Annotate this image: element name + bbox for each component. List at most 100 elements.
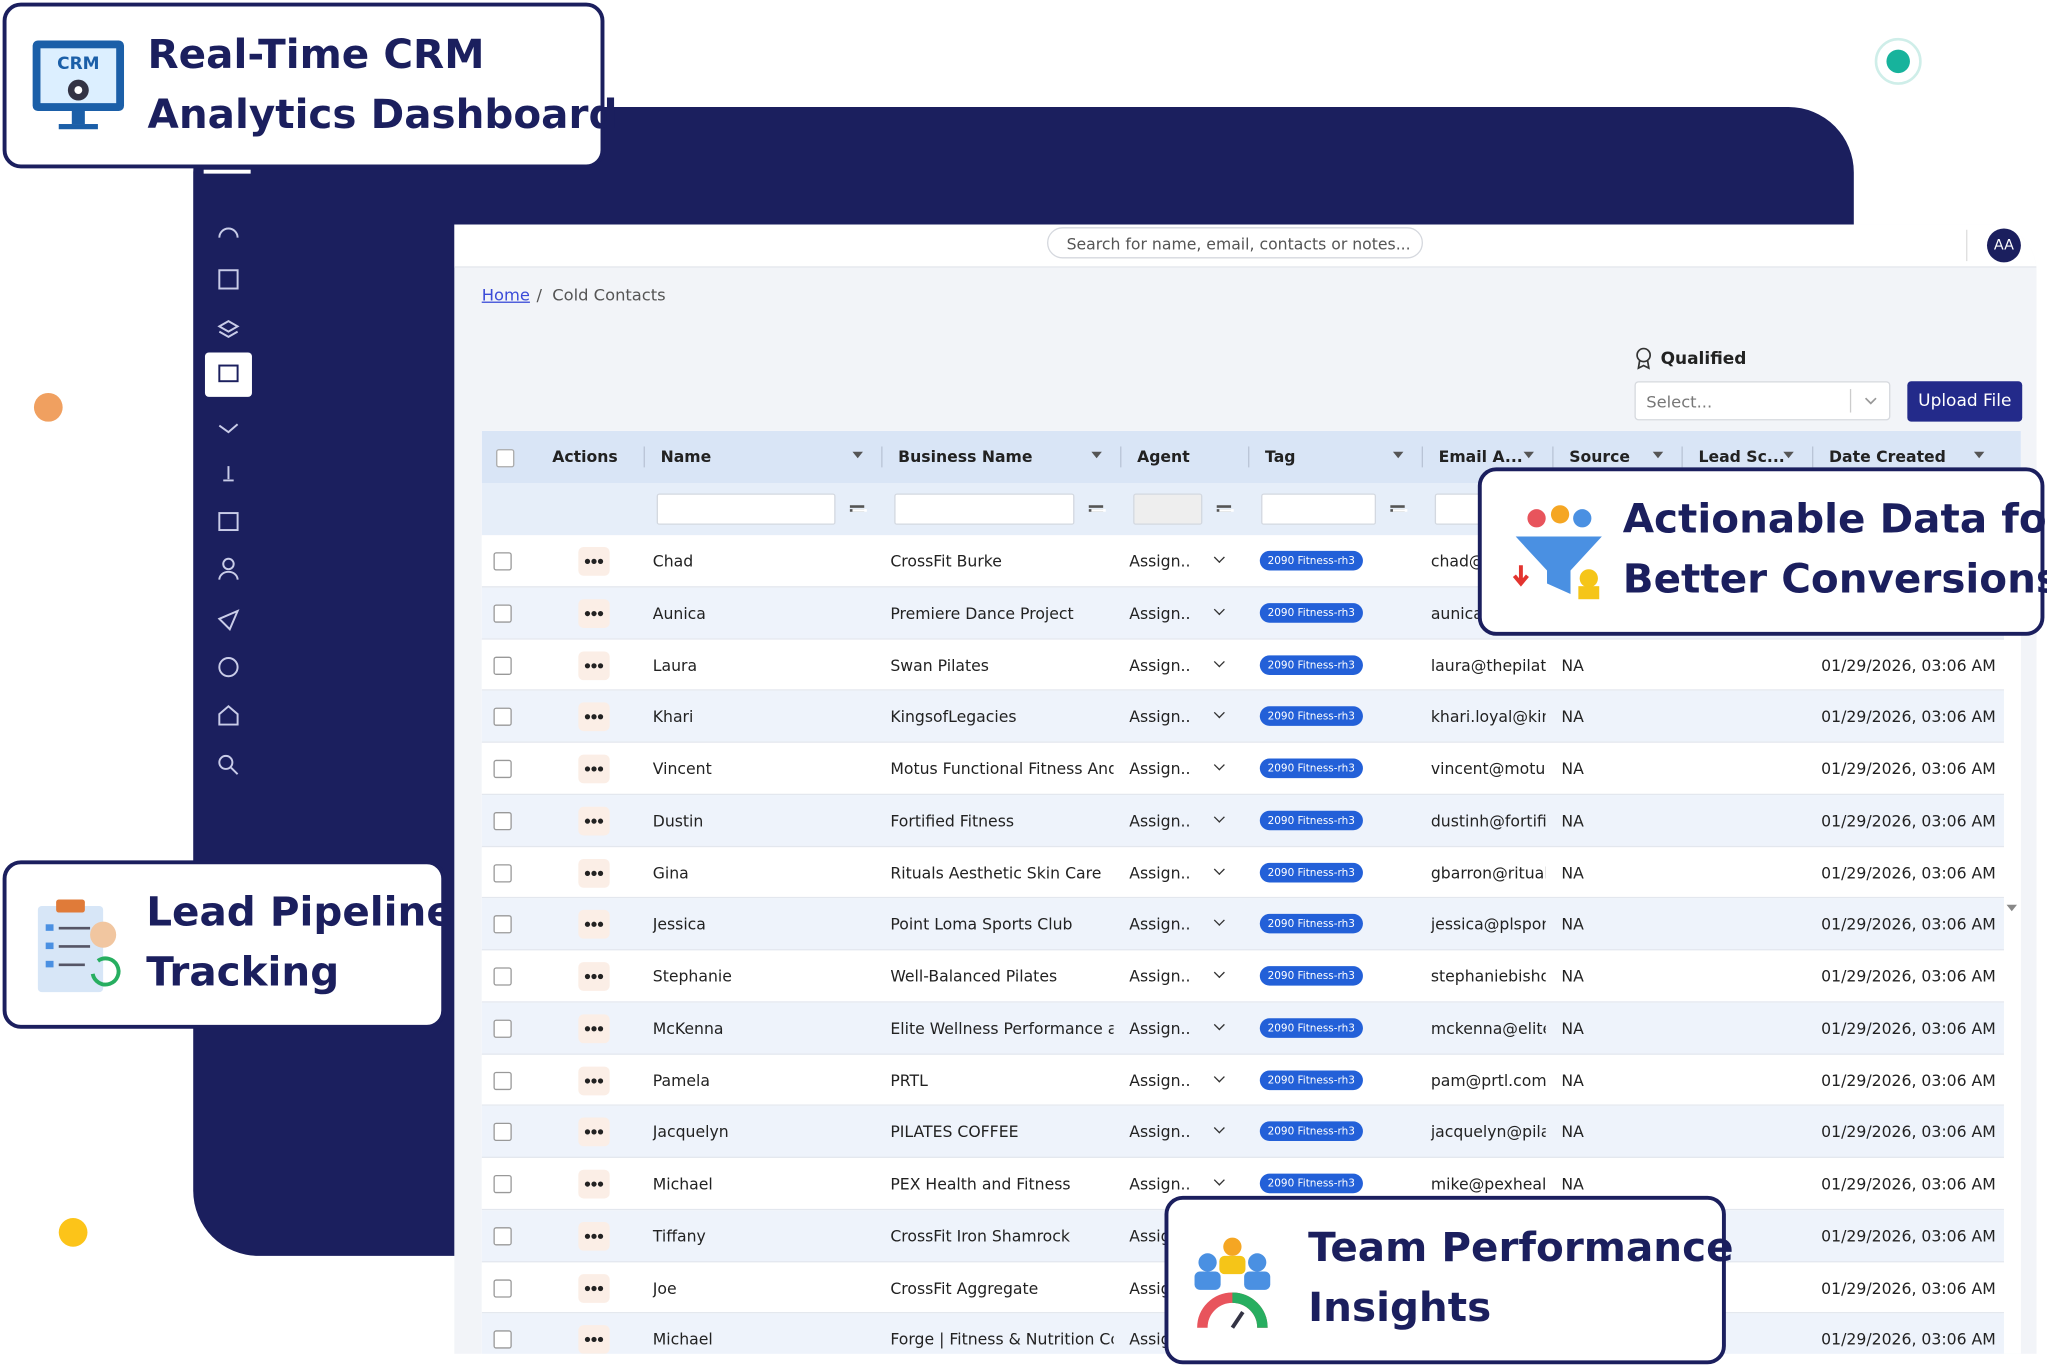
row-checkbox[interactable] bbox=[493, 967, 512, 986]
deco-dot bbox=[1886, 49, 1910, 74]
callout-text: Tracking bbox=[146, 949, 340, 997]
filter-icon[interactable] bbox=[1088, 505, 1104, 508]
award-icon bbox=[1636, 347, 1652, 370]
dot bbox=[584, 1077, 591, 1083]
filter-icon[interactable] bbox=[849, 505, 865, 508]
row-checkbox[interactable] bbox=[493, 656, 512, 675]
agent-select[interactable]: Assign.... bbox=[1129, 656, 1192, 675]
row-checkbox[interactable] bbox=[493, 863, 512, 882]
actions-button[interactable] bbox=[578, 702, 610, 732]
agent-select[interactable]: Assign.... bbox=[1129, 811, 1192, 830]
search-input[interactable]: Search for name, email, contacts or note… bbox=[1047, 227, 1423, 259]
actions-button[interactable] bbox=[578, 806, 610, 836]
column-header: Name bbox=[660, 447, 712, 467]
filter-input[interactable] bbox=[1133, 493, 1203, 525]
filter-icon[interactable] bbox=[1216, 505, 1232, 508]
agent-select[interactable]: Assign.... bbox=[1129, 1019, 1192, 1038]
actions-button[interactable] bbox=[578, 650, 610, 680]
actions-button[interactable] bbox=[578, 1325, 610, 1354]
filter-icon[interactable] bbox=[1390, 505, 1405, 508]
actions-button[interactable] bbox=[578, 962, 610, 991]
agent-select[interactable]: Assign.... bbox=[1129, 915, 1192, 934]
cell: Tiffany bbox=[652, 1226, 706, 1246]
actions-button[interactable] bbox=[578, 754, 610, 784]
upload-button[interactable]: Upload File bbox=[1907, 381, 2023, 422]
column-header: Actions bbox=[552, 447, 618, 467]
row-checkbox[interactable] bbox=[493, 552, 512, 571]
actions-button[interactable] bbox=[578, 910, 610, 939]
cell: NA bbox=[1561, 863, 1584, 882]
cell: PEX Health and Fitness bbox=[890, 1174, 1071, 1194]
row-checkbox[interactable] bbox=[493, 1174, 512, 1194]
filter-input[interactable] bbox=[656, 493, 836, 525]
row-checkbox[interactable] bbox=[493, 1330, 512, 1349]
cell: Swan Pilates bbox=[890, 656, 989, 675]
dot bbox=[584, 818, 591, 824]
divider bbox=[1849, 389, 1852, 413]
dot bbox=[591, 1285, 597, 1291]
cell: Khari bbox=[652, 707, 694, 727]
sort-caret bbox=[1523, 451, 1534, 459]
dot bbox=[597, 973, 604, 980]
row-checkbox[interactable] bbox=[493, 1019, 512, 1038]
actions-button[interactable] bbox=[578, 1169, 610, 1199]
row-checkbox[interactable] bbox=[493, 707, 512, 727]
actions-button[interactable] bbox=[578, 858, 610, 888]
agent-select[interactable]: Assign.... bbox=[1129, 552, 1192, 571]
cell: NA bbox=[1561, 1123, 1584, 1142]
actions-button[interactable] bbox=[578, 1014, 610, 1043]
cell: 01/29/2026, 03:06 AM bbox=[1821, 1278, 1996, 1298]
top-bar: Search for name, email, contacts or note… bbox=[454, 224, 2037, 268]
cell: Laura bbox=[652, 656, 698, 675]
filter-input[interactable] bbox=[1261, 493, 1376, 525]
row-checkbox[interactable] bbox=[493, 1071, 512, 1090]
agent-select[interactable]: Assign.... bbox=[1129, 863, 1192, 882]
agent-select[interactable]: Assign.... bbox=[1129, 967, 1192, 986]
cell: NA bbox=[1561, 915, 1584, 934]
row-checkbox[interactable] bbox=[493, 1278, 512, 1298]
actions-button[interactable] bbox=[578, 1117, 610, 1147]
table-row bbox=[481, 690, 2004, 743]
agent-select[interactable]: Assign.... bbox=[1129, 1174, 1192, 1194]
row-checkbox[interactable] bbox=[493, 604, 512, 623]
select[interactable]: Select... bbox=[1634, 381, 1891, 421]
agent-select[interactable]: Assign.... bbox=[1129, 604, 1192, 623]
cell: NA bbox=[1561, 967, 1584, 986]
dot bbox=[597, 1129, 604, 1135]
row-checkbox[interactable] bbox=[493, 811, 512, 830]
breadcrumb-home[interactable]: Home bbox=[481, 284, 530, 305]
header-checkbox[interactable] bbox=[496, 449, 515, 468]
column-header: Email A... bbox=[1438, 447, 1523, 467]
avatar[interactable]: AA bbox=[1986, 228, 2021, 263]
column-divider bbox=[1552, 446, 1554, 468]
actions-button[interactable] bbox=[578, 598, 610, 628]
cell: NA bbox=[1561, 1174, 1584, 1194]
dot bbox=[591, 1181, 597, 1187]
actions-button[interactable] bbox=[578, 1221, 610, 1251]
actions-button[interactable] bbox=[578, 1065, 610, 1095]
filter-input[interactable] bbox=[894, 493, 1075, 525]
row-checkbox[interactable] bbox=[493, 759, 512, 779]
row-checkbox[interactable] bbox=[493, 1226, 512, 1246]
agent-select[interactable]: Assign.... bbox=[1129, 1123, 1192, 1142]
agent-select[interactable]: Assign.... bbox=[1129, 707, 1192, 727]
tag: 2090 Fitness-rh3 bbox=[1259, 1017, 1363, 1038]
cell: pam@prtl.com bbox=[1430, 1071, 1546, 1090]
breadcrumb-current: Cold Contacts bbox=[552, 284, 666, 305]
tag: 2090 Fitness-rh3 bbox=[1259, 1069, 1363, 1090]
tag: 2090 Fitness-rh3 bbox=[1259, 810, 1363, 830]
row-checkbox[interactable] bbox=[493, 1123, 512, 1142]
actions-button[interactable] bbox=[578, 1273, 610, 1303]
cell: 01/29/2026, 03:06 AM bbox=[1821, 656, 1996, 675]
row-checkbox[interactable] bbox=[493, 915, 512, 934]
column-divider bbox=[1421, 446, 1423, 468]
sort-caret bbox=[1783, 451, 1794, 459]
agent-select[interactable]: Assign.... bbox=[1129, 1071, 1192, 1090]
agent-select[interactable]: Assign.... bbox=[1129, 759, 1192, 779]
actions-button[interactable] bbox=[578, 547, 610, 576]
cell: jessica@plsportsc bbox=[1430, 915, 1546, 934]
cell: 01/29/2026, 03:06 AM bbox=[1821, 915, 1996, 934]
cell: Joe bbox=[652, 1278, 677, 1298]
dot bbox=[584, 1181, 591, 1187]
dot bbox=[591, 662, 597, 668]
